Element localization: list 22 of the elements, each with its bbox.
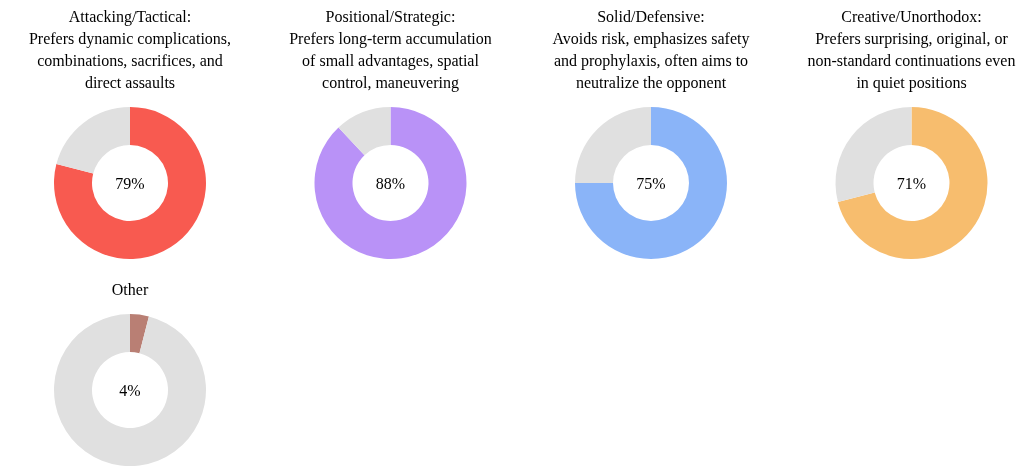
text: 71% [896, 175, 927, 192]
chart-title: Creative/Unorthodox: [841, 8, 982, 25]
donut-slice [54, 314, 206, 466]
donut-slice [130, 314, 149, 354]
chart-subtitle: Prefers dynamic complications, combinations, sacrifices, and direct assaults [28, 30, 232, 91]
chart-subtitle: Avoids risk, emphasizes safety and prophylaxis, often aims to neutralize the opponent [552, 30, 750, 92]
chart-title: Attacking/Tactical: [68, 8, 192, 26]
chart-subtitle: Prefers long-term accumulation of small advantages, spatial control, maneuvering [289, 30, 492, 92]
donut-slice [338, 107, 391, 156]
chart-title: Positional/Strategic: [325, 8, 456, 26]
text: 4% [119, 382, 141, 399]
donut-slice [56, 107, 130, 174]
text: 75% [636, 175, 666, 192]
chart-title: Other [111, 281, 149, 298]
chart-title: Solid/Defensive: [597, 8, 705, 25]
donut-slice [314, 107, 467, 259]
text: 79% [115, 175, 145, 192]
donut-slice [54, 107, 206, 259]
donut-slice [837, 107, 988, 259]
donut-slice [575, 107, 727, 259]
text: 88% [375, 175, 406, 192]
chart-subtitle: Prefers surprising, original, or non-standard continuations even in quiet positions [807, 30, 1016, 92]
